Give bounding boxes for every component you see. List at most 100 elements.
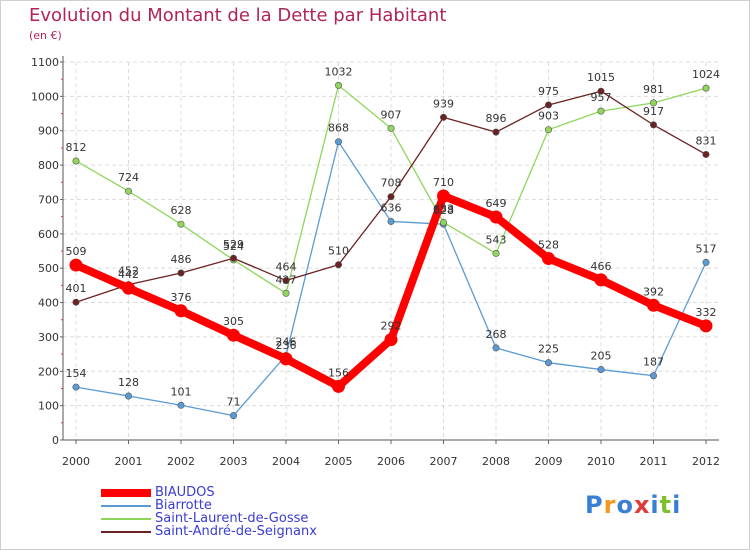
x-tick-label: 2006 — [377, 455, 405, 468]
data-label-saint-andre-de-seignanx: 401 — [66, 282, 87, 295]
data-point-saint-andre-de-seignanx — [439, 113, 447, 121]
x-tick-label: 2000 — [62, 455, 90, 468]
data-point-saint-laurent-de-gosse — [649, 99, 657, 107]
data-label-biaudos: 156 — [328, 366, 349, 379]
data-label-biaudos: 710 — [433, 176, 454, 189]
data-label-saint-laurent-de-gosse: 903 — [538, 110, 559, 123]
y-tick-label: 100 — [38, 400, 59, 413]
data-point-saint-laurent-de-gosse — [334, 81, 342, 89]
data-point-biarrotte — [230, 412, 238, 420]
data-point-biaudos — [174, 304, 188, 318]
data-point-saint-laurent-de-gosse — [177, 220, 185, 228]
data-point-biaudos — [489, 210, 503, 224]
y-tick-label: 700 — [38, 193, 59, 206]
data-point-biarrotte — [177, 401, 185, 409]
legend-swatch — [101, 505, 151, 507]
chart-title: Evolution du Montant de la Dette par Hab… — [29, 5, 447, 26]
data-label-saint-andre-de-seignanx: 464 — [276, 261, 297, 274]
data-label-saint-andre-de-seignanx: 708 — [381, 177, 402, 190]
legend-swatch — [101, 489, 151, 497]
data-point-saint-laurent-de-gosse — [125, 187, 133, 195]
data-label-biarrotte: 101 — [171, 385, 192, 398]
data-point-biaudos — [384, 333, 398, 347]
y-tick-label: 1100 — [31, 56, 59, 69]
data-point-biaudos — [699, 319, 713, 333]
x-tick-label: 2010 — [587, 455, 615, 468]
data-point-saint-laurent-de-gosse — [702, 84, 710, 92]
data-point-saint-andre-de-seignanx — [334, 261, 342, 269]
data-label-biaudos: 466 — [591, 260, 612, 273]
data-point-biaudos — [227, 328, 240, 342]
y-tick-label: 900 — [38, 125, 59, 138]
x-tick-label: 2008 — [482, 455, 510, 468]
data-label-saint-laurent-de-gosse: 907 — [381, 108, 402, 121]
x-tick-label: 2003 — [220, 455, 248, 468]
data-label-saint-andre-de-seignanx: 975 — [538, 85, 559, 98]
data-label-saint-andre-de-seignanx: 917 — [643, 105, 664, 118]
y-tick-label: 300 — [38, 331, 59, 344]
data-point-saint-andre-de-seignanx — [387, 193, 395, 201]
data-label-biaudos: 305 — [223, 315, 244, 328]
data-point-biaudos — [594, 273, 608, 287]
y-tick-label: 400 — [38, 297, 59, 310]
data-point-saint-laurent-de-gosse — [72, 157, 80, 165]
data-label-saint-laurent-de-gosse: 427 — [276, 273, 297, 286]
y-tick-label: 0 — [52, 434, 59, 447]
data-point-saint-andre-de-seignanx — [177, 269, 185, 277]
legend-label: Saint-Laurent-de-Gosse — [155, 511, 309, 526]
data-point-biarrotte — [492, 344, 500, 352]
y-tick-label: 1000 — [31, 90, 59, 103]
data-point-biarrotte — [334, 138, 342, 146]
data-label-saint-laurent-de-gosse: 981 — [643, 83, 664, 96]
chart-subtitle: (en €) — [29, 29, 62, 42]
x-tick-label: 2012 — [692, 455, 720, 468]
data-label-biarrotte: 187 — [643, 356, 664, 369]
data-point-biaudos — [437, 189, 450, 203]
data-point-saint-laurent-de-gosse — [282, 289, 290, 297]
legend-swatch — [101, 531, 151, 533]
data-label-biaudos: 442 — [118, 268, 139, 281]
data-point-biaudos — [69, 258, 83, 272]
data-label-biaudos: 376 — [171, 291, 192, 304]
data-label-biaudos: 509 — [66, 245, 87, 258]
x-tick-label: 2007 — [430, 455, 458, 468]
data-label-biarrotte: 636 — [381, 201, 402, 214]
x-tick-label: 2004 — [272, 455, 300, 468]
data-point-saint-andre-de-seignanx — [282, 277, 290, 285]
legend-label: Biarrotte — [155, 498, 212, 513]
x-tick-label: 2002 — [167, 455, 195, 468]
data-label-biarrotte: 225 — [538, 343, 559, 356]
data-label-saint-laurent-de-gosse: 957 — [591, 91, 612, 104]
y-tick-label: 200 — [38, 365, 59, 378]
legend-swatch — [101, 518, 151, 520]
legend-item-biaudos: BIAUDOS — [101, 485, 381, 501]
data-label-biaudos: 528 — [538, 239, 559, 252]
x-tick-label: 2011 — [640, 455, 668, 468]
data-label-biarrotte: 868 — [328, 122, 349, 135]
data-label-saint-andre-de-seignanx: 831 — [696, 134, 717, 147]
data-point-saint-andre-de-seignanx — [492, 128, 500, 136]
data-label-saint-laurent-de-gosse: 524 — [223, 240, 244, 253]
data-label-saint-laurent-de-gosse: 724 — [118, 171, 139, 184]
data-label-saint-andre-de-seignanx: 452 — [118, 265, 139, 278]
y-tick-label: 500 — [38, 262, 59, 275]
data-label-saint-laurent-de-gosse: 1024 — [692, 68, 720, 81]
data-point-saint-laurent-de-gosse — [492, 249, 500, 257]
data-label-biarrotte: 268 — [486, 328, 507, 341]
data-label-saint-andre-de-seignanx: 510 — [328, 245, 349, 258]
data-point-biarrotte — [72, 383, 80, 391]
data-label-saint-andre-de-seignanx: 486 — [171, 253, 192, 266]
data-label-saint-andre-de-seignanx: 529 — [223, 238, 244, 251]
legend-label: Saint-André-de-Seignanx — [155, 524, 317, 539]
data-label-biarrotte: 628 — [433, 204, 454, 217]
data-label-saint-laurent-de-gosse: 628 — [171, 204, 192, 217]
data-point-biaudos — [332, 379, 345, 393]
x-tick-label: 2001 — [115, 455, 143, 468]
data-point-biarrotte — [125, 392, 133, 400]
legend-label: BIAUDOS — [155, 485, 215, 500]
data-point-saint-laurent-de-gosse — [544, 126, 552, 134]
data-label-biaudos: 332 — [696, 306, 717, 319]
data-label-biaudos: 236 — [276, 339, 297, 352]
